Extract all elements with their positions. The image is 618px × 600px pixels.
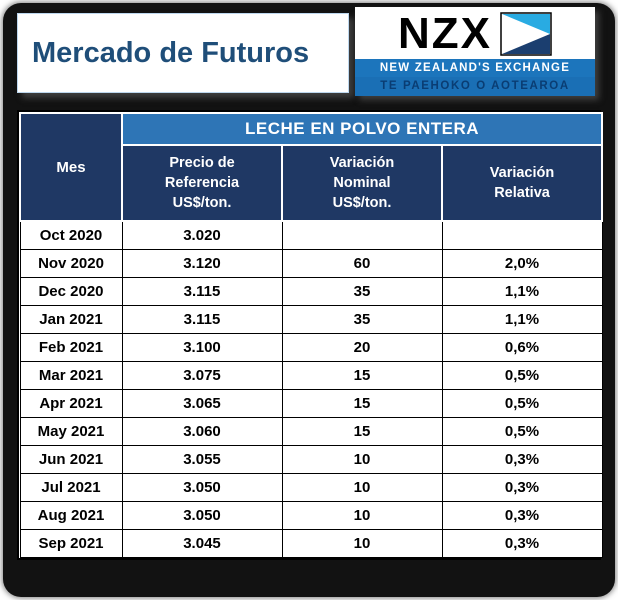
table-row: Aug 2021 3.050 10 0,3% <box>19 500 603 530</box>
table-banner: LECHE EN POLVO ENTERA <box>120 112 604 146</box>
column-header-nominal: Variación Nominal US$/ton. <box>281 144 443 222</box>
nzx-logo-text: NZX <box>398 9 492 58</box>
column-header-mes: Mes <box>19 112 123 222</box>
futures-table-wrap: Mes LECHE EN POLVO ENTERA Precio de Refe… <box>17 110 604 560</box>
price-cell: 3.120 <box>121 248 283 278</box>
nominal-variation-cell: 60 <box>281 248 443 278</box>
relative-variation-cell <box>441 220 603 250</box>
price-cell: 3.050 <box>121 500 283 530</box>
month-cell: Dec 2020 <box>19 276 123 306</box>
relative-variation-cell: 0,6% <box>441 332 603 362</box>
relative-variation-cell: 0,3% <box>441 500 603 530</box>
month-cell: Jun 2021 <box>19 444 123 474</box>
nominal-variation-cell: 35 <box>281 304 443 334</box>
table-row: Jul 2021 3.050 10 0,3% <box>19 472 603 502</box>
price-cell: 3.060 <box>121 416 283 446</box>
relative-variation-cell: 0,3% <box>441 528 603 558</box>
month-cell: Sep 2021 <box>19 528 123 558</box>
nzx-flag-icon <box>500 12 552 56</box>
relative-variation-cell: 1,1% <box>441 276 603 306</box>
column-header-relativa: Variación Relativa <box>440 144 604 222</box>
nominal-variation-cell: 35 <box>281 276 443 306</box>
price-cell: 3.065 <box>121 388 283 418</box>
month-cell: Jan 2021 <box>19 304 123 334</box>
price-cell: 3.075 <box>121 360 283 390</box>
nzx-logo-top: NZX <box>355 7 595 59</box>
nzx-tagline-english: NEW ZEALAND'S EXCHANGE <box>355 59 595 77</box>
month-cell: May 2021 <box>19 416 123 446</box>
month-cell: Jul 2021 <box>19 472 123 502</box>
price-cell: 3.100 <box>121 332 283 362</box>
price-cell: 3.045 <box>121 528 283 558</box>
table-row: Jan 2021 3.115 35 1,1% <box>19 304 603 334</box>
table-row: May 2021 3.060 15 0,5% <box>19 416 603 446</box>
relative-variation-cell: 0,3% <box>441 444 603 474</box>
month-cell: Mar 2021 <box>19 360 123 390</box>
relative-variation-cell: 2,0% <box>441 248 603 278</box>
month-cell: Feb 2021 <box>19 332 123 362</box>
relative-variation-cell: 0,5% <box>441 360 603 390</box>
title-box: Mercado de Futuros <box>17 13 349 93</box>
table-row: Jun 2021 3.055 10 0,3% <box>19 444 603 474</box>
month-cell: Oct 2020 <box>19 220 123 250</box>
column-header-precio: Precio de Referencia US$/ton. <box>121 144 283 222</box>
table-row: Nov 2020 3.120 60 2,0% <box>19 248 603 278</box>
nominal-variation-cell: 15 <box>281 360 443 390</box>
table-header: Mes LECHE EN POLVO ENTERA Precio de Refe… <box>19 112 604 222</box>
price-cell: 3.055 <box>121 444 283 474</box>
table-row: Apr 2021 3.065 15 0,5% <box>19 388 603 418</box>
nominal-variation-cell: 15 <box>281 416 443 446</box>
nzx-tagline-maori: TE PAEHOKO O AOTEAROA <box>355 77 595 96</box>
nominal-variation-cell <box>281 220 443 250</box>
price-cell: 3.115 <box>121 276 283 306</box>
table-body: Oct 2020 3.020 Nov 2020 3.120 60 2,0% Dec 2020… <box>19 220 603 558</box>
nominal-variation-cell: 10 <box>281 472 443 502</box>
relative-variation-cell: 1,1% <box>441 304 603 334</box>
futures-table: Mes LECHE EN POLVO ENTERA Precio de Refe… <box>19 112 604 558</box>
month-cell: Nov 2020 <box>19 248 123 278</box>
nzx-logo: NZX NEW ZEALAND'S EXCHANGE TE PAEHOKO O … <box>355 7 595 96</box>
table-row: Mar 2021 3.075 15 0,5% <box>19 360 603 390</box>
price-cell: 3.050 <box>121 472 283 502</box>
month-cell: Apr 2021 <box>19 388 123 418</box>
nominal-variation-cell: 20 <box>281 332 443 362</box>
table-row: Sep 2021 3.045 10 0,3% <box>19 528 603 558</box>
nominal-variation-cell: 10 <box>281 444 443 474</box>
background-panel: Mercado de Futuros NZX NEW ZEALAND'S EXC… <box>3 3 615 597</box>
price-cell: 3.020 <box>121 220 283 250</box>
table-row: Oct 2020 3.020 <box>19 220 603 250</box>
nominal-variation-cell: 15 <box>281 388 443 418</box>
nominal-variation-cell: 10 <box>281 500 443 530</box>
relative-variation-cell: 0,5% <box>441 416 603 446</box>
page-title: Mercado de Futuros <box>32 36 310 69</box>
table-row: Dec 2020 3.115 35 1,1% <box>19 276 603 306</box>
relative-variation-cell: 0,5% <box>441 388 603 418</box>
price-cell: 3.115 <box>121 304 283 334</box>
table-row: Feb 2021 3.100 20 0,6% <box>19 332 603 362</box>
month-cell: Aug 2021 <box>19 500 123 530</box>
relative-variation-cell: 0,3% <box>441 472 603 502</box>
nominal-variation-cell: 10 <box>281 528 443 558</box>
